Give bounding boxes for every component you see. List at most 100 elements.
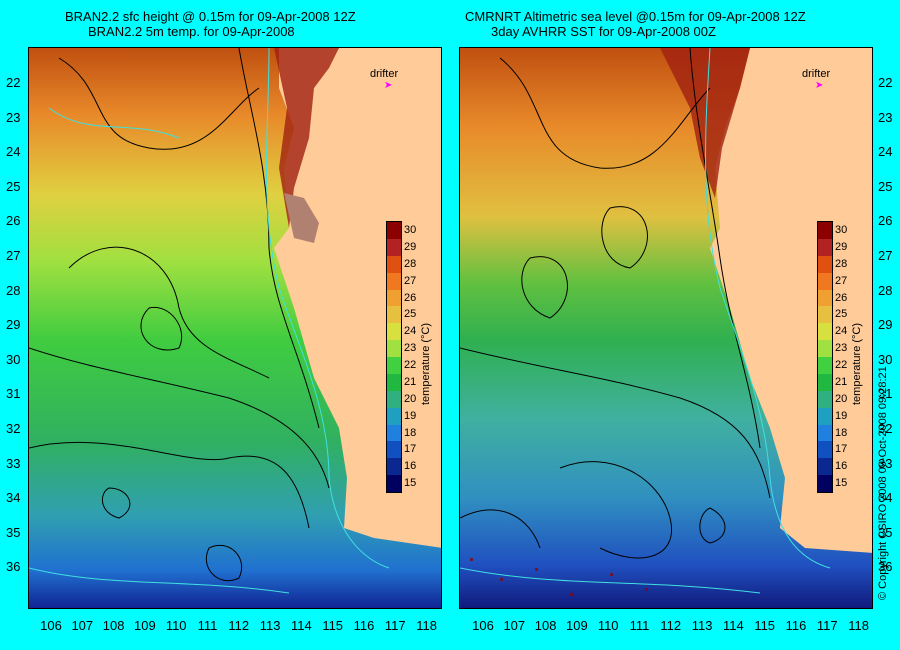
colorbar-segment xyxy=(818,222,832,239)
longitude-tick: 115 xyxy=(754,618,776,633)
left-drifter-label: drifter xyxy=(370,68,399,80)
latitude-tick: 23 xyxy=(878,109,893,125)
colorbar-tick: 19 xyxy=(404,409,417,422)
colorbar-tick: 21 xyxy=(404,375,417,388)
colorbar-segment xyxy=(818,441,832,459)
colorbar-segment xyxy=(387,441,401,459)
longitude-tick: 117 xyxy=(384,618,406,633)
latitude-tick: 22 xyxy=(6,75,21,90)
colorbar-segment xyxy=(387,424,401,442)
latitude-tick: 22 xyxy=(878,75,893,90)
right-drifter-label: drifter xyxy=(802,68,831,80)
latitude-tick: 33 xyxy=(878,455,893,471)
colorbar-tick: 30 xyxy=(404,224,417,236)
copyright-text: © Copyright CSIRO 2008 09-Oct-2008 09:28… xyxy=(877,366,889,600)
longitude-tick: 118 xyxy=(416,618,437,633)
colorbar-left xyxy=(386,221,402,493)
latitude-tick: 34 xyxy=(6,490,21,506)
colorbar-segment xyxy=(387,323,401,341)
latitude-tick: 31 xyxy=(6,386,21,402)
colorbar-segment xyxy=(387,255,401,273)
colorbar-segment xyxy=(387,340,401,357)
latitude-tick: 29 xyxy=(6,317,21,333)
colorbar-segment xyxy=(387,458,401,476)
longitude-tick: 112 xyxy=(660,618,682,633)
colorbar-tick: 15 xyxy=(404,477,417,490)
longitude-tick: 110 xyxy=(165,618,187,633)
colorbar-tick: 17 xyxy=(835,443,848,456)
colorbar-segment xyxy=(818,475,832,492)
right-map-panel xyxy=(459,47,873,609)
latitude-tick: 36 xyxy=(6,559,21,575)
right-title-line1: CMRNRT Altimetric sea level @0.15m for 0… xyxy=(465,9,806,24)
colorbar-segment xyxy=(387,357,401,374)
latitude-tick: 32 xyxy=(6,421,21,436)
right-title-line2: 3day AVHRR SST for 09-Apr-2008 00Z xyxy=(491,24,716,39)
longitude-tick: 116 xyxy=(785,618,807,633)
latitude-tick: 31 xyxy=(878,386,893,402)
longitude-tick: 109 xyxy=(134,618,156,633)
colorbar-segment xyxy=(818,390,832,408)
longitude-tick: 106 xyxy=(40,618,62,633)
colorbar-segment xyxy=(387,272,401,290)
colorbar-segment xyxy=(387,238,401,256)
latitude-tick: 30 xyxy=(6,351,21,367)
latitude-tick: 33 xyxy=(6,455,21,471)
longitude-tick: 114 xyxy=(723,618,744,633)
colorbar-segment xyxy=(387,373,401,391)
colorbar-unit-left: temperature (°C) xyxy=(420,322,432,405)
noise-speckles xyxy=(470,558,648,596)
latitude-tick: 26 xyxy=(6,213,21,229)
latitude-tick: 27 xyxy=(878,248,893,263)
colorbar-tick: 16 xyxy=(835,460,848,473)
latitude-tick: 23 xyxy=(6,109,21,125)
longitude-tick: 113 xyxy=(259,618,281,633)
colorbar-segment xyxy=(387,475,401,492)
colorbar-tick: 27 xyxy=(835,274,848,287)
colorbar-tick: 18 xyxy=(404,426,417,439)
colorbar-tick: 16 xyxy=(404,460,417,473)
longitude-tick: 117 xyxy=(816,618,838,633)
longitude-tick: 109 xyxy=(566,618,588,633)
longitude-tick: 107 xyxy=(71,618,94,633)
latitude-tick: 28 xyxy=(6,282,21,298)
colorbar-unit-right: temperature (°C) xyxy=(851,322,863,405)
colorbar-segment xyxy=(818,357,832,374)
latitude-tick: 32 xyxy=(878,421,893,436)
colorbar-segment xyxy=(387,222,401,239)
colorbar-segment xyxy=(818,373,832,391)
latitude-tick: 30 xyxy=(878,351,893,367)
latitude-tick: 34 xyxy=(878,490,893,506)
colorbar-segment xyxy=(818,238,832,256)
colorbar-tick: 19 xyxy=(835,409,848,422)
latitude-tick: 25 xyxy=(878,178,893,194)
latitude-tick: 28 xyxy=(878,282,893,298)
latitude-tick: 29 xyxy=(878,317,893,333)
colorbar-tick: 22 xyxy=(835,359,848,371)
latitude-tick: 24 xyxy=(878,144,893,160)
colorbar-tick: 25 xyxy=(404,308,417,321)
right-drifter-icon: ➤ xyxy=(815,80,824,91)
colorbar-segment xyxy=(818,272,832,290)
colorbar-segment xyxy=(387,306,401,324)
colorbar-segment xyxy=(818,255,832,273)
colorbar-tick: 24 xyxy=(404,325,417,338)
left-title-line2: BRAN2.2 5m temp. for 09-Apr-2008 xyxy=(88,24,295,39)
longitude-tick: 112 xyxy=(228,618,250,633)
latitude-tick: 36 xyxy=(878,559,893,575)
left-sst-field xyxy=(29,48,441,608)
colorbar-tick: 15 xyxy=(835,477,848,490)
colorbar-tick: 28 xyxy=(835,257,848,270)
longitude-tick: 111 xyxy=(629,618,650,633)
colorbar-tick: 21 xyxy=(835,375,848,388)
longitude-tick: 114 xyxy=(291,618,312,633)
colorbar-right xyxy=(817,221,833,493)
longitude-tick: 113 xyxy=(691,618,713,633)
colorbar-tick: 17 xyxy=(404,443,417,456)
colorbar-tick: 18 xyxy=(835,426,848,439)
colorbar-tick: 26 xyxy=(835,291,848,304)
colorbar-tick: 22 xyxy=(404,359,417,371)
longitude-tick: 108 xyxy=(534,618,557,633)
colorbar-segment xyxy=(818,407,832,425)
colorbar-segment xyxy=(818,323,832,341)
